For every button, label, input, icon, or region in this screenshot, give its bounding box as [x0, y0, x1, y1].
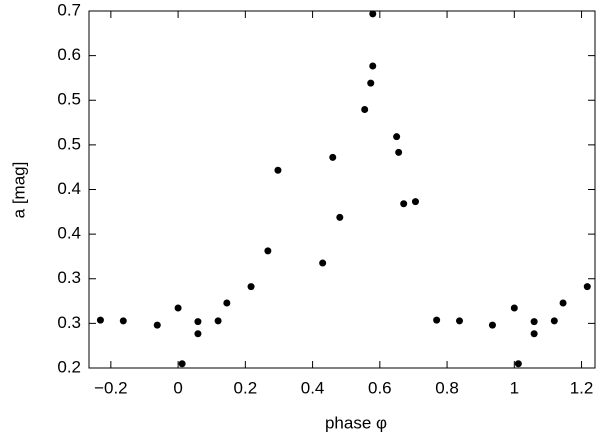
y-tick-label: 0.5 [57, 134, 81, 153]
point [530, 330, 538, 338]
point [393, 133, 401, 141]
point [550, 317, 558, 325]
x-tick-label: 0.4 [301, 378, 325, 397]
point [153, 321, 161, 329]
point [361, 106, 369, 114]
point [456, 317, 464, 325]
point [194, 318, 202, 326]
point [411, 198, 419, 206]
point [336, 213, 344, 221]
x-tick-label: 0 [173, 378, 182, 397]
point [319, 259, 327, 267]
y-tick-label: 0.2 [57, 357, 81, 376]
point [400, 200, 408, 208]
x-tick-label: −0.2 [94, 378, 128, 397]
y-tick-label: 0.3 [57, 313, 81, 332]
point [559, 299, 567, 307]
y-tick-label: 0.6 [57, 45, 81, 64]
point [433, 316, 441, 324]
y-tick-label: 0.7 [57, 0, 81, 19]
point [329, 153, 337, 161]
x-axis-label: phase φ [325, 413, 387, 432]
point [223, 299, 231, 307]
point [369, 62, 377, 70]
point [178, 360, 186, 368]
y-tick-label: 0.5 [57, 90, 81, 109]
x-tick-label: 1 [510, 378, 519, 397]
x-tick-label: 0.8 [435, 378, 459, 397]
point [264, 247, 272, 255]
y-tick-label: 0.3 [57, 268, 81, 287]
point [369, 10, 377, 18]
y-tick-label: 0.4 [57, 179, 81, 198]
x-tick-label: 0.6 [368, 378, 392, 397]
point [274, 166, 282, 174]
plot-frame [88, 10, 596, 369]
point [488, 321, 496, 329]
point [510, 304, 518, 312]
x-tick-label: 0.2 [234, 378, 258, 397]
point [247, 283, 255, 291]
point [395, 148, 403, 156]
x-tick-label: 1.2 [570, 378, 594, 397]
point [214, 317, 222, 325]
point [119, 317, 127, 325]
y-tick-label: 0.4 [57, 224, 81, 243]
y-axis-label: a [mag] [9, 162, 28, 219]
point [367, 79, 375, 87]
point [583, 283, 591, 291]
point [96, 316, 104, 324]
point [174, 304, 182, 312]
point [194, 330, 202, 338]
point [514, 360, 522, 368]
point [530, 318, 538, 326]
